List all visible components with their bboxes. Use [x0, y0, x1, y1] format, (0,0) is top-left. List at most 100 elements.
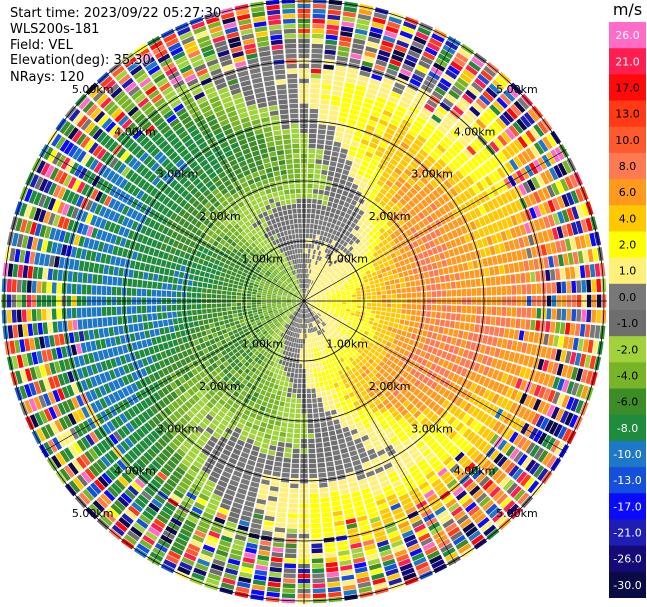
range-gate [328, 358, 333, 364]
range-gate [242, 345, 249, 351]
range-gate [78, 492, 91, 505]
range-gate [234, 443, 243, 451]
range-gate [431, 284, 436, 291]
range-gate [366, 427, 374, 434]
range-gate [375, 283, 380, 288]
range-gate [296, 403, 301, 409]
range-gate [285, 548, 297, 554]
range-gate [252, 579, 266, 586]
range-gate [383, 335, 390, 341]
range-gate [527, 234, 535, 246]
range-gate [465, 481, 477, 493]
range-gate [297, 348, 300, 354]
range-gate [415, 316, 421, 322]
range-gate [347, 119, 357, 126]
range-gate [286, 340, 290, 346]
range-gate [121, 387, 130, 397]
range-gate [297, 313, 300, 318]
range-gate [360, 260, 366, 266]
range-gate [262, 337, 268, 343]
range-gate [374, 530, 386, 538]
range-gate [443, 250, 450, 259]
range-gate [379, 263, 385, 269]
range-gate [452, 124, 464, 135]
range-gate [434, 209, 443, 218]
range-gate [579, 235, 587, 249]
range-gate [307, 183, 313, 189]
range-gate [237, 375, 244, 382]
range-gate [356, 308, 361, 312]
range-gate [360, 351, 367, 358]
range-gate [345, 467, 354, 474]
range-gate [510, 318, 516, 328]
range-gate [209, 397, 218, 406]
range-gate [308, 163, 315, 169]
range-gate [579, 353, 587, 367]
range-gate [533, 219, 541, 231]
range-gate [357, 447, 366, 454]
range-gate [291, 321, 294, 326]
range-gate [283, 316, 288, 320]
range-gate [357, 248, 363, 254]
range-gate [278, 359, 283, 365]
range-gate [328, 313, 334, 317]
range-gate [386, 359, 393, 366]
range-gate [289, 377, 294, 383]
range-gate [528, 207, 537, 219]
range-gate [570, 367, 579, 381]
range-gate [550, 182, 560, 196]
range-gate [301, 303, 304, 309]
range-gate [300, 323, 303, 329]
range-gate [440, 437, 451, 448]
range-gate [393, 237, 400, 245]
range-gate [510, 201, 519, 213]
range-gate [293, 311, 297, 316]
range-gate [293, 327, 296, 332]
range-gate [175, 537, 188, 547]
range-gate [521, 248, 528, 260]
range-gate [471, 534, 485, 546]
range-gate [243, 505, 254, 513]
range-gate [315, 159, 322, 165]
range-gate [310, 503, 320, 509]
range-gate [347, 419, 355, 426]
range-gate [459, 73, 472, 84]
range-gate [514, 226, 522, 237]
range-gate [316, 229, 321, 235]
range-gate [467, 332, 474, 341]
range-gate [292, 363, 296, 368]
range-gate [208, 389, 216, 397]
range-gate [421, 235, 428, 244]
range-gate [231, 431, 240, 439]
range-gate [345, 311, 350, 315]
range-gate [322, 200, 328, 206]
range-gate [151, 459, 162, 470]
range-gate [404, 258, 410, 265]
range-gate [381, 40, 394, 48]
range-gate [346, 387, 353, 394]
range-gate [354, 438, 362, 445]
range-gate [587, 339, 594, 354]
range-gate [370, 310, 376, 314]
range-gate [321, 427, 328, 433]
range-gate [329, 256, 334, 262]
range-gate [552, 376, 561, 390]
range-gate [345, 365, 351, 372]
range-gate [367, 244, 374, 251]
range-gate [564, 322, 571, 335]
range-gate [330, 234, 335, 240]
range-gate [322, 159, 330, 166]
range-gate [517, 492, 530, 505]
range-gate [371, 306, 377, 311]
range-gate [331, 344, 337, 350]
range-gate [98, 385, 107, 396]
range-gate [327, 330, 332, 335]
range-gate [521, 284, 527, 295]
range-gate [278, 318, 283, 322]
range-gate [397, 376, 405, 384]
range-gate [513, 434, 523, 446]
range-gate [230, 376, 237, 383]
range-gate [370, 457, 380, 465]
range-gate [482, 335, 489, 344]
range-gate [473, 422, 483, 433]
